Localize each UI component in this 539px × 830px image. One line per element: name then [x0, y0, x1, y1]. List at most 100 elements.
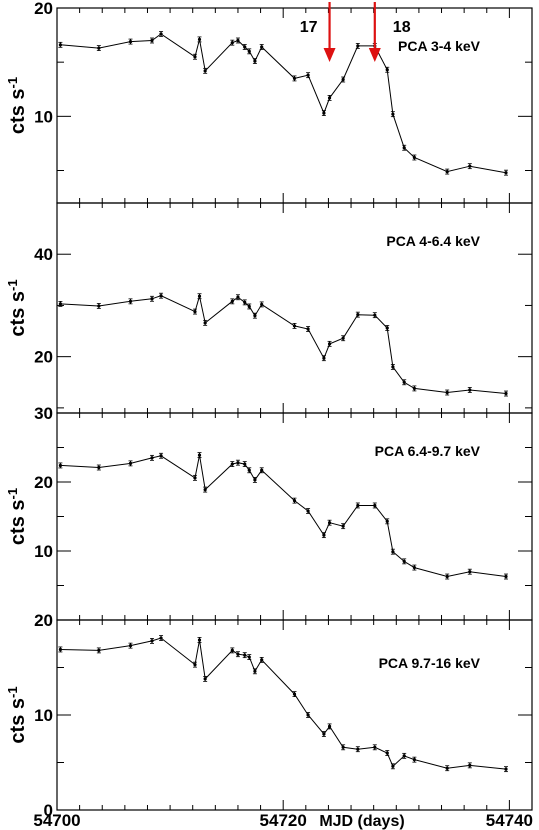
marker [504, 767, 508, 771]
marker [356, 747, 360, 751]
marker [247, 655, 251, 659]
marker [97, 46, 101, 50]
data-point [192, 308, 197, 315]
data-point [445, 168, 450, 175]
data-point [192, 661, 197, 668]
marker [412, 386, 416, 391]
data-point [247, 654, 252, 660]
marker [468, 763, 472, 767]
data-point [128, 642, 133, 649]
data-point [230, 39, 235, 46]
data-point [203, 486, 208, 493]
marker [247, 468, 251, 472]
marker [243, 45, 247, 49]
x-tick-label: 54740 [486, 811, 533, 830]
data-point [252, 312, 257, 319]
panel-2: 20 40 cts s-1 PCA 4-6.4 keV [5, 202, 533, 414]
y-axis-label-text: cts s [7, 88, 29, 134]
data-point [96, 45, 101, 51]
data-point [159, 452, 164, 459]
data-point [327, 723, 332, 730]
marker [402, 380, 406, 384]
series-line [60, 455, 507, 578]
marker [150, 297, 154, 301]
data-point [235, 37, 240, 44]
data-point [259, 301, 264, 308]
data-point [503, 573, 508, 580]
data-point [385, 750, 390, 756]
series-line [60, 33, 507, 174]
data-point [321, 355, 326, 362]
marker [247, 304, 251, 309]
arrow-label: 18 [393, 19, 411, 36]
marker [292, 499, 297, 503]
data-point [412, 154, 417, 161]
marker [260, 658, 264, 662]
data-point [58, 41, 63, 48]
marker [58, 302, 62, 306]
marker [97, 648, 101, 653]
marker [504, 391, 508, 396]
marker [373, 745, 377, 749]
data-point [355, 502, 360, 509]
data-point [503, 766, 508, 773]
data-point [372, 502, 377, 509]
data-point [230, 298, 235, 305]
data-point [259, 467, 264, 474]
panel-label: PCA 3-4 keV [398, 38, 481, 54]
data-point [402, 379, 407, 386]
marker [230, 648, 234, 653]
marker [253, 478, 257, 482]
marker [260, 468, 264, 472]
data-point [355, 43, 360, 49]
y-axis-label-text: cts s [7, 291, 29, 337]
arrow-head [323, 48, 336, 62]
data-point [247, 48, 252, 55]
marker [402, 559, 406, 563]
panel-4: 0 10 20 cts s-1 PCA 9.7-16 keV [5, 611, 533, 820]
y-axis-label: cts s-1 [5, 488, 29, 545]
marker [230, 41, 234, 45]
marker [322, 356, 326, 360]
data-point [327, 519, 332, 526]
data-point [341, 744, 346, 751]
data-point [402, 144, 407, 151]
marker [292, 76, 297, 81]
data-point [467, 163, 472, 170]
data-point [58, 301, 63, 307]
marker [373, 313, 377, 317]
y-tick-label: 30 [34, 404, 53, 423]
marker [247, 49, 251, 53]
data-point [327, 95, 332, 101]
marker [412, 155, 416, 160]
arrow-18: 18 [368, 2, 411, 62]
marker [445, 574, 449, 579]
data-point [150, 454, 154, 461]
data-point [242, 44, 247, 50]
data-point [372, 744, 377, 751]
data-point [159, 31, 164, 37]
data-point [159, 635, 164, 641]
marker [341, 336, 345, 340]
data-point [150, 37, 154, 44]
data-point [390, 364, 395, 370]
data-point [252, 668, 257, 675]
x-tick-label: 54700 [33, 811, 80, 830]
marker [58, 647, 62, 652]
y-axis-label-text: cts s [7, 499, 29, 545]
marker [504, 171, 508, 175]
data-point [150, 295, 154, 302]
marker [356, 44, 360, 48]
marker [445, 766, 449, 770]
arrows-layer: 17 18 [300, 2, 411, 62]
data-point [252, 477, 257, 483]
data-point [96, 303, 101, 309]
y-tick-label: 0 [44, 801, 53, 820]
data-point [292, 75, 297, 82]
data-point [327, 340, 332, 347]
y-tick-label: 10 [34, 706, 53, 725]
marker [341, 745, 345, 749]
x-tick-label: 54720 [260, 811, 307, 830]
data-point [390, 548, 395, 555]
marker [391, 112, 395, 116]
